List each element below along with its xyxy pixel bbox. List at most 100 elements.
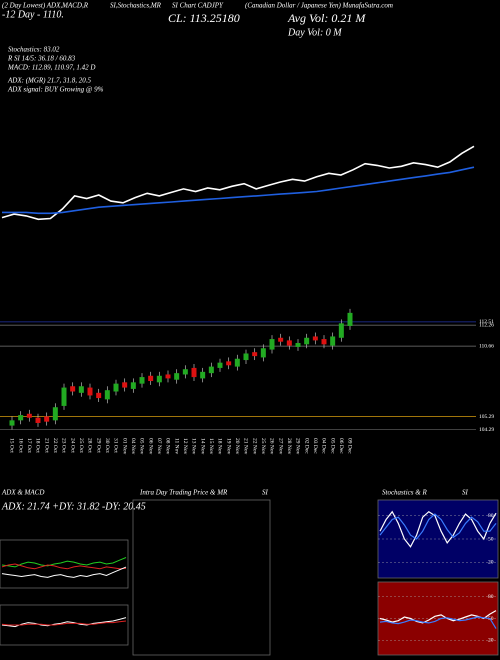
candle-body [113,383,119,392]
header-text: (Canadian Dollar / Japanese Yen) MunafaS… [245,2,393,10]
candle-body [182,369,188,375]
x-tick-label: 13 Nov [191,438,197,455]
x-tick-label: 28 Nov [286,438,292,455]
candle-body [78,386,84,393]
candle-body [338,323,344,338]
x-tick-label: 21 Oct [43,438,49,453]
header-text: -12 Day - 1110. [2,9,64,20]
header-text: CL: 113.25180 [168,11,240,25]
candle-body [87,387,93,396]
x-tick-label: 31 Oct [113,438,119,453]
panel-border [0,539,129,589]
y-tick-label: 20 [488,638,494,644]
panel-border [0,604,129,646]
x-tick-label: 15 Oct [9,438,15,453]
header-text: ADX signal: BUY Growing @ 9% [7,86,104,94]
x-tick-label: 06 Nov [147,438,153,455]
candle-body [130,382,136,389]
header-text: Stochastics: 83.02 [8,46,60,54]
x-tick-label: 22 Oct [52,438,58,453]
y-tick-label: 50 [488,536,494,542]
panel-title: SI [262,489,269,497]
candle-body [104,390,110,400]
x-tick-label: 05 Dec [329,438,335,454]
x-tick-label: 07 Nov [156,438,162,455]
candle-body [200,371,206,379]
y-tick-label: 80 [488,594,494,600]
y-tick-label: 80 [488,513,494,519]
candle-body [70,386,76,392]
x-tick-label: 15 Nov [208,438,214,455]
x-tick-label: 25 Oct [78,438,84,453]
y-tick-label: 50 [488,616,494,622]
candle-body [44,416,50,422]
candle-body [122,382,128,388]
panel-title: Stochastics & R [382,489,427,497]
candle-body [321,339,327,345]
y-tick-label: 112.51 [479,319,494,325]
candle-body [61,387,67,406]
y-tick-label: 112.26 [479,322,494,328]
x-tick-label: 30 Oct [104,438,110,453]
candle-body [243,353,249,361]
x-tick-label: 05 Nov [139,438,145,455]
header-text: ADX: (MGR) 21.7, 31.8, 20.5 [7,77,92,85]
candle-body [165,374,171,379]
candle-body [139,377,145,384]
x-tick-label: 16 Oct [17,438,23,453]
x-tick-label: 23 Oct [61,438,67,453]
x-tick-label: 01 Nov [121,438,127,455]
series-line [379,610,497,624]
candle-body [208,366,214,374]
candle-body [312,336,318,341]
candle-body [35,417,41,423]
series-line [1,563,127,570]
x-tick-label: 28 Oct [87,438,93,453]
candle-body [269,339,275,350]
candle-body [295,343,301,347]
x-tick-label: 09 Dec [347,438,353,454]
x-tick-label: 12 Nov [182,438,188,455]
x-tick-label: 03 Dec [312,438,318,454]
x-tick-label: 21 Nov [243,438,249,455]
candle-body [9,420,15,426]
series-line [2,166,475,215]
candle-body [26,413,32,418]
x-tick-label: 18 Nov [217,438,223,455]
x-tick-label: 08 Nov [165,438,171,455]
x-tick-label: 26 Nov [269,438,275,455]
series-line [379,616,497,629]
x-tick-label: 25 Nov [260,438,266,455]
candle-body [156,375,162,383]
header-text: (2 Day Lowest) ADX,MACD,R [2,2,89,10]
x-tick-label: 06 Dec [338,438,344,454]
x-tick-label: 14 Nov [199,438,205,455]
x-tick-label: 04 Nov [130,438,136,455]
y-tick-label: 105.29 [479,414,494,420]
panel-title: Intra Day Trading Price & MR [139,489,228,497]
x-tick-label: 18 Oct [35,438,41,453]
x-tick-label: 20 Nov [234,438,240,455]
candle-body [252,352,258,357]
x-tick-label: 29 Oct [95,438,101,453]
x-tick-label: 19 Nov [225,438,231,455]
series-line [1,620,127,626]
x-tick-label: 17 Oct [26,438,32,453]
candle-body [347,312,353,326]
header-text: MACD: 112.89, 110.97, 1.42 D [7,64,95,72]
x-tick-label: 02 Dec [303,438,309,454]
panel-subtitle: ADX: 21.74 +DY: 31.82 -DY: 20.45 [1,501,146,512]
header-text: Day Vol: 0 M [287,27,342,38]
candle-body [52,407,58,421]
candle-body [286,340,292,346]
x-tick-label: 04 Dec [321,438,327,454]
series-line [379,513,497,540]
candle-body [191,367,197,378]
candle-body [174,373,180,380]
header-text: SI,Stochastics,MR [110,2,162,10]
series-line [1,557,127,568]
panel-border [132,499,271,656]
series-line [1,145,475,221]
header-text: SI Chart CADJPY [172,2,224,10]
y-tick-label: 20 [488,560,494,566]
